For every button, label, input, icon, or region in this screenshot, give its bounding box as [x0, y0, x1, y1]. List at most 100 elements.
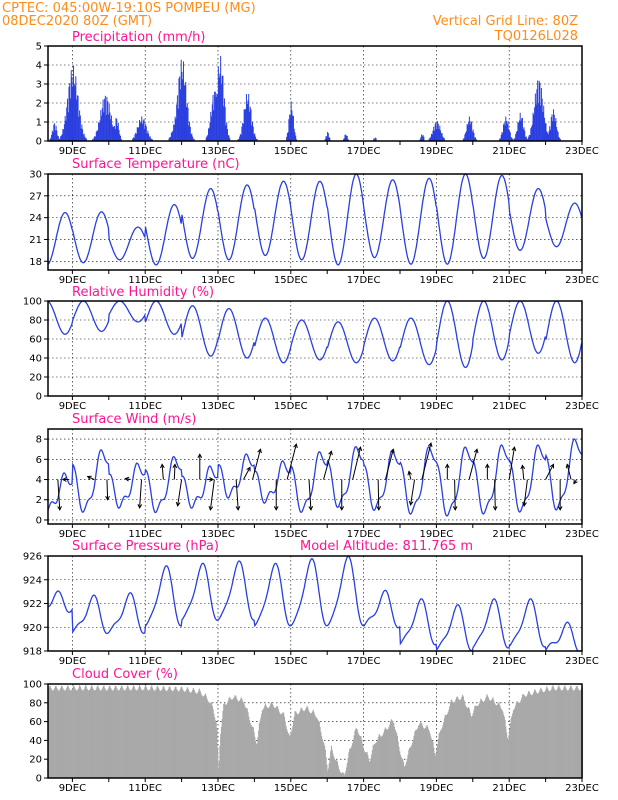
cloud-bar	[200, 693, 202, 778]
cloud-bar	[489, 700, 491, 778]
cloud-bar	[217, 769, 220, 778]
cloud-bar	[434, 753, 436, 778]
cloud-bar	[214, 717, 216, 778]
precip-bar	[79, 115, 81, 141]
wind-arrow	[243, 467, 251, 480]
cloud-bar	[79, 685, 81, 778]
wind-arrowhead	[308, 506, 314, 511]
x-tick-label: 13DEC	[201, 401, 235, 412]
precip-bar	[100, 110, 102, 141]
cloud-bar	[73, 685, 75, 778]
cloud-bar	[108, 686, 110, 778]
precip-bar	[110, 115, 112, 141]
cloud-bar	[240, 697, 242, 778]
precip-bar	[508, 129, 510, 141]
cloud-bar	[459, 700, 461, 778]
wind-arrowhead	[492, 506, 498, 511]
cloud-bar	[290, 732, 292, 778]
y-tick-label: 918	[23, 647, 42, 658]
cloud-bar	[485, 696, 487, 778]
cloud-bar	[509, 729, 511, 778]
precip-bar	[98, 122, 100, 141]
wind-arrowhead	[105, 495, 110, 501]
wind-arrowhead	[357, 446, 363, 452]
cloud-bar	[85, 684, 87, 778]
cloud-bar	[545, 688, 547, 778]
cloud-bar	[560, 690, 562, 778]
precip-bar	[502, 133, 504, 141]
cloud-bar	[213, 713, 215, 778]
cloud-bar	[449, 706, 451, 778]
cloud-bar	[440, 730, 442, 778]
precip-bar	[210, 111, 212, 141]
cloud-bar	[88, 690, 90, 778]
cloud-bar	[104, 689, 107, 778]
x-tick-label: 13DEC	[201, 529, 235, 540]
cloud-bar	[504, 720, 506, 778]
cloud-bar	[500, 709, 502, 778]
temp-line	[47, 173, 583, 266]
precip-bar	[526, 138, 528, 141]
cloud-bar	[289, 734, 292, 778]
cloud-bar	[439, 732, 441, 778]
cloud-bar	[556, 690, 558, 778]
y-tick-label: 60	[29, 717, 42, 728]
cloud-bar	[87, 690, 89, 778]
cloud-bar	[223, 704, 225, 778]
precip-bar	[92, 139, 94, 141]
panel-title: Cloud Cover (%)	[72, 667, 178, 682]
cloud-bar	[98, 689, 100, 778]
cloud-bar	[67, 686, 69, 778]
wind-arrowhead	[172, 463, 178, 469]
precip-bar	[540, 105, 542, 141]
cloud-bar	[537, 693, 540, 778]
cloud-bar	[534, 690, 537, 778]
precip-bar	[186, 106, 188, 141]
precip-bar	[253, 134, 255, 141]
cloud-bar	[406, 758, 408, 778]
precip-bar	[228, 135, 230, 141]
cloud-bar	[386, 729, 389, 778]
cloud-bar	[355, 728, 357, 778]
precip-bar	[465, 132, 467, 141]
cloud-bar	[508, 735, 510, 778]
cloud-bar	[76, 690, 78, 778]
cloud-bar	[531, 695, 533, 778]
cloud-bar	[226, 704, 228, 778]
cloud-bar	[569, 686, 571, 778]
cloud-bar	[172, 691, 174, 778]
precip-bar	[473, 132, 475, 141]
cloud-bar	[565, 687, 567, 778]
cloud-bar	[142, 690, 144, 778]
precip-bar	[113, 126, 115, 141]
cloud-bar	[244, 706, 246, 778]
precip-bar	[173, 124, 175, 141]
cloud-bar	[366, 751, 368, 778]
precip-bar	[82, 129, 84, 141]
precip-bar	[222, 75, 224, 141]
cloud-bar	[458, 699, 460, 778]
x-tick-label: 15DEC	[274, 146, 308, 157]
precip-bar	[534, 93, 536, 141]
panel-title: Surface Wind (m/s)	[72, 412, 196, 427]
cloud-bar	[286, 731, 289, 778]
x-tick-label: 21DEC	[492, 401, 526, 412]
panel-temp: 18 21 24 27 30 9DEC 11DEC 13DEC 15DEC 17DEC 19DEC 2…	[29, 157, 599, 286]
cloud-bar	[364, 751, 366, 778]
panel-wind: 0 2 4 6 8 9DEC 11DEC 13DEC 15DEC 17DEC 19DEC 21DEC 2…	[36, 412, 599, 540]
cloud-bar	[80, 688, 82, 778]
cloud-bar	[214, 720, 216, 778]
precip-bar	[538, 80, 540, 141]
y-tick-label: 30	[29, 170, 42, 181]
cloud-bar	[441, 727, 443, 778]
wind-arrow	[87, 476, 95, 480]
precip-bar	[179, 89, 181, 141]
cloud-bar	[122, 688, 124, 778]
precip-bar	[120, 135, 122, 141]
cloud-bar	[148, 690, 150, 778]
cloud-bar	[225, 704, 227, 778]
cloud-bar	[253, 731, 255, 778]
cloud-bar	[144, 687, 146, 778]
precip-bar	[104, 98, 106, 141]
precip-bar	[288, 119, 290, 141]
